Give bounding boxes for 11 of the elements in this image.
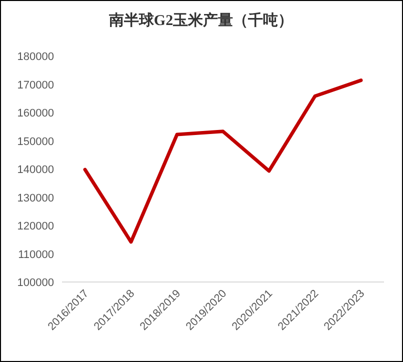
y-tick-label: 130000 (17, 192, 54, 204)
chart-title: 南半球G2玉米产量（千吨） (108, 12, 294, 29)
y-tick-label: 140000 (17, 164, 54, 176)
y-tick-label: 180000 (17, 51, 54, 63)
y-tick-label: 160000 (17, 108, 54, 120)
y-tick-label: 110000 (18, 248, 54, 261)
y-tick-label: 150000 (17, 136, 54, 148)
y-tick-label: 170000 (17, 79, 54, 92)
line-series (83, 78, 363, 244)
y-tick-label: 100000 (17, 277, 54, 289)
y-tick-label: 120000 (17, 220, 54, 232)
